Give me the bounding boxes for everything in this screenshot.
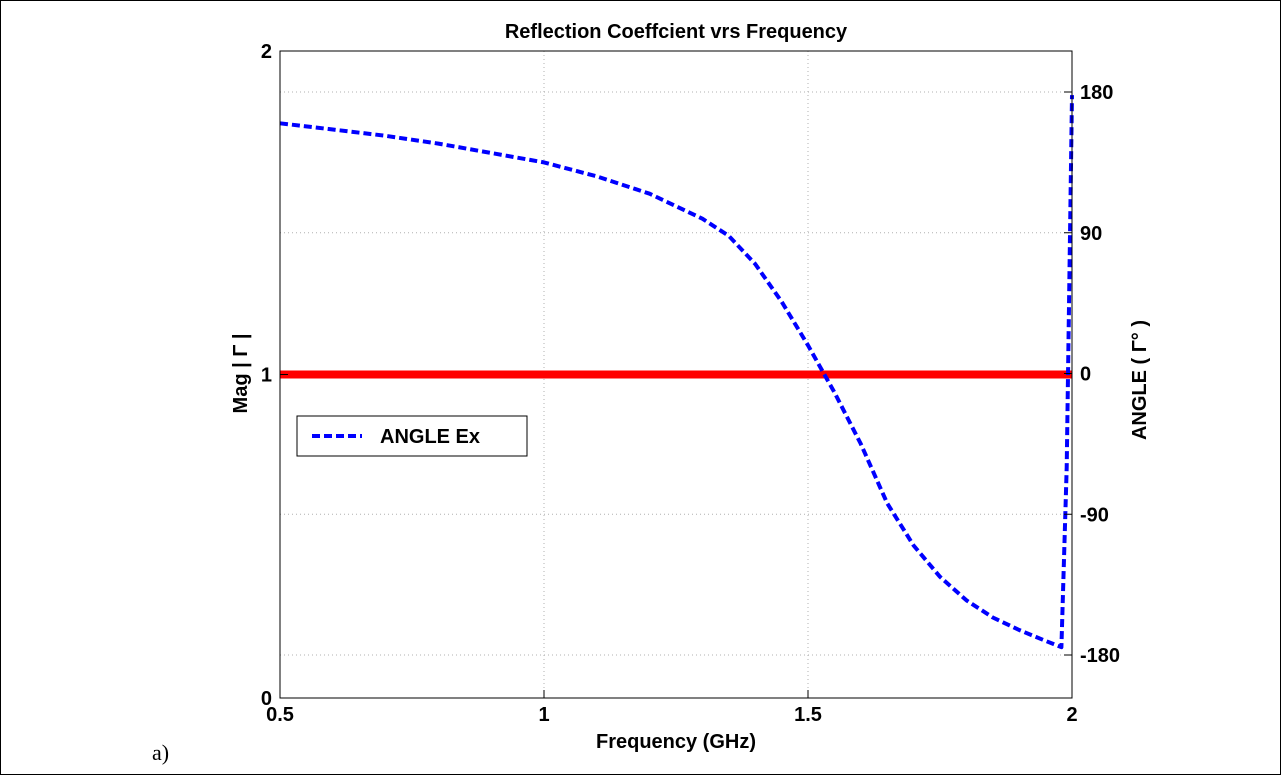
x-tick-label: 2 [1066, 704, 1077, 726]
panel-label: a) [152, 740, 170, 765]
y-right-tick-label: -180 [1080, 645, 1120, 667]
y-left-tick-label: 1 [261, 365, 272, 387]
x-axis-label: Frequency (GHz) [596, 731, 756, 753]
y-right-tick-label: 0 [1080, 364, 1091, 386]
series-line-1 [279, 95, 1074, 650]
series-layer [279, 95, 1074, 650]
y-left-tick-label: 0 [261, 688, 272, 710]
legend-box [296, 415, 528, 457]
chart-title: Reflection Coeffcient vrs Frequency [505, 21, 848, 43]
legend-label: ANGLE Ex [380, 426, 480, 448]
x-tick-label: 1 [538, 704, 549, 726]
y-left-axis-label: Mag | Γ | [230, 334, 252, 414]
y-right-tick-label: 180 [1080, 82, 1113, 104]
y-right-tick-label: -90 [1080, 504, 1109, 526]
legend: ANGLE Ex [296, 415, 528, 457]
y-right-axis-label: ANGLE ( Γ° ) [1129, 320, 1151, 440]
x-tick-label: 1.5 [794, 704, 822, 726]
x-tick-label: 0.5 [266, 704, 294, 726]
y-right-tick-label: 90 [1080, 223, 1102, 245]
y-left-tick-label: 2 [261, 41, 272, 63]
ticks: 0.5 1 1.5 2 0 1 2 -180 -90 0 90 180 [261, 41, 1120, 726]
